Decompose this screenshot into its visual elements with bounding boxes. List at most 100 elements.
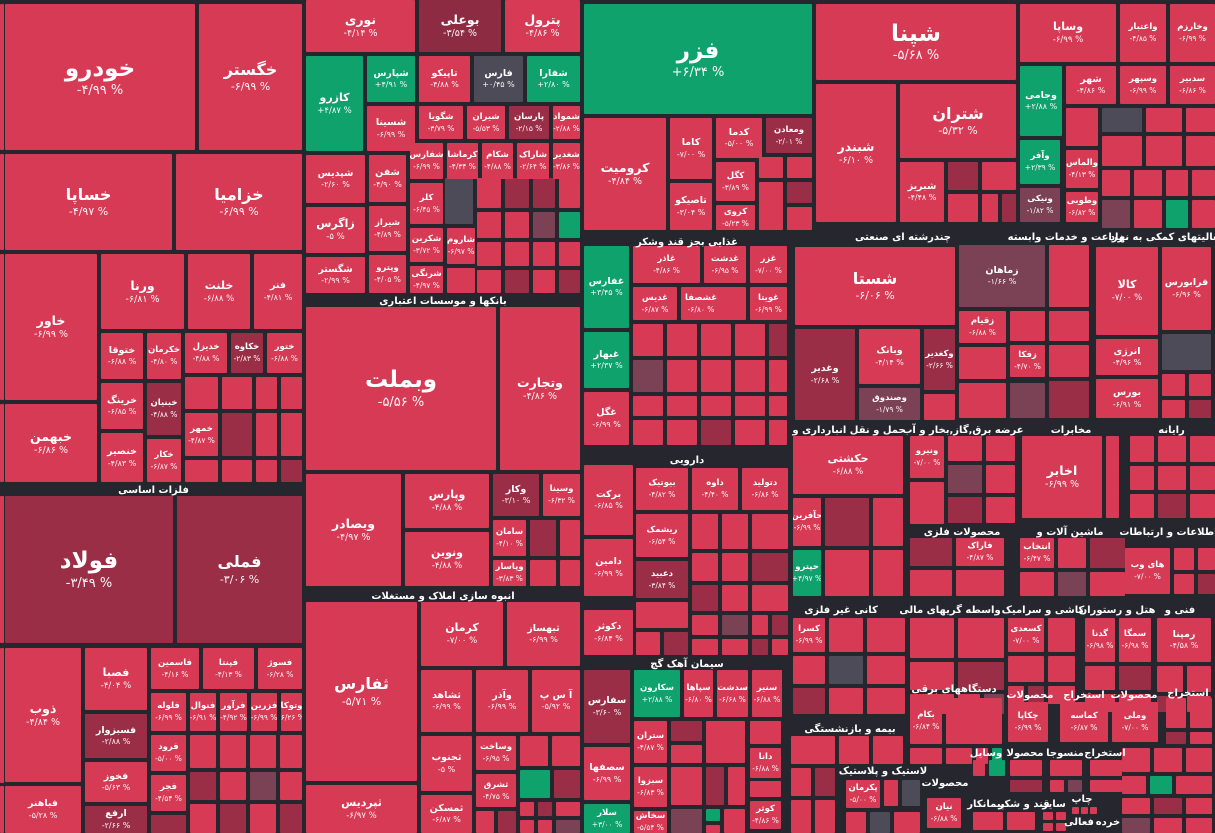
stock-tile-small[interactable] — [1102, 170, 1130, 196]
stock-tile-small[interactable] — [190, 735, 216, 768]
stock-tile[interactable]: وتجارت -۴/۸۶ % — [500, 307, 580, 470]
stock-tile-small[interactable] — [1192, 200, 1215, 228]
stock-tile-small[interactable] — [793, 688, 825, 714]
stock-tile-small[interactable] — [1008, 656, 1044, 682]
stock-tile-small[interactable] — [1134, 170, 1162, 196]
stock-tile[interactable]: شمواد -۲/۸۸ % — [553, 106, 580, 139]
stock-tile[interactable]: وآذر -۶/۹۹ % — [476, 670, 528, 732]
stock-tile-small[interactable] — [222, 460, 252, 482]
stock-tile-small[interactable] — [956, 570, 1004, 596]
stock-tile[interactable]: خگستر -۶/۹۹ % — [199, 4, 302, 150]
stock-tile-small[interactable] — [769, 420, 787, 445]
stock-tile[interactable]: ثشاهد -۶/۹۹ % — [421, 670, 472, 732]
stock-tile-small[interactable] — [825, 550, 869, 596]
stock-tile[interactable]: شپارس +۴/۹۱ % — [367, 56, 415, 102]
stock-tile-small[interactable] — [250, 735, 276, 768]
stock-tile[interactable]: رمپنا -۴/۵۸ % — [1157, 618, 1211, 662]
stock-tile-small[interactable] — [1174, 548, 1194, 570]
stock-tile-small[interactable] — [671, 721, 702, 741]
stock-tile[interactable]: خلنت -۶/۸۸ % — [188, 254, 250, 329]
stock-tile-small[interactable] — [1189, 400, 1211, 418]
stock-tile-small[interactable] — [735, 420, 765, 445]
stock-tile-small[interactable] — [1158, 466, 1186, 490]
stock-tile[interactable]: شاراک -۲/۶۴ % — [517, 143, 549, 179]
stock-tile-small[interactable] — [636, 632, 660, 655]
stock-tile[interactable]: فزر +۶/۳۴ % — [584, 4, 812, 114]
stock-tile-small[interactable] — [280, 772, 302, 800]
stock-tile[interactable]: سفارس -۳/۶۰ % — [584, 670, 630, 743]
stock-tile-small[interactable] — [1043, 823, 1053, 831]
stock-tile-small[interactable] — [1122, 798, 1150, 814]
stock-tile[interactable]: غگل -۶/۹۹ % — [584, 392, 629, 445]
stock-tile[interactable]: ورنا -۶/۸۱ % — [101, 254, 184, 329]
stock-tile-small[interactable] — [1190, 436, 1215, 462]
stock-tile-small[interactable] — [948, 194, 978, 222]
stock-tile-small[interactable] — [791, 768, 811, 796]
stock-tile-small[interactable] — [1081, 807, 1088, 814]
stock-tile[interactable]: خکاوه -۲/۸۳ % — [231, 333, 263, 373]
stock-tile[interactable]: دعبید -۳/۸۴ % — [636, 561, 688, 598]
stock-tile-small[interactable] — [1190, 466, 1215, 490]
stock-tile-small[interactable] — [910, 748, 942, 764]
stock-tile[interactable]: وغدیر -۲/۶۸ % — [795, 329, 855, 420]
stock-tile-small[interactable] — [1049, 311, 1089, 341]
stock-tile[interactable]: ونیکی -۱/۸۲ % — [1020, 188, 1060, 222]
stock-tile[interactable]: بوعلی -۳/۵۴ % — [419, 0, 501, 52]
stock-tile-small[interactable] — [1020, 572, 1054, 596]
stock-tile-small[interactable] — [281, 377, 302, 409]
stock-tile[interactable]: شفارس -۶/۹۹ % — [410, 143, 443, 179]
stock-tile[interactable]: زقیام -۶/۸۸ % — [959, 311, 1006, 343]
stock-tile[interactable]: وبصادر -۴/۹۷ % — [306, 474, 401, 586]
stock-tile-small[interactable] — [1122, 748, 1150, 772]
stock-tile-small[interactable] — [946, 698, 1002, 744]
stock-tile[interactable]: زاگرس -۵ % — [306, 207, 365, 253]
stock-tile-small[interactable] — [1198, 548, 1215, 570]
stock-tile-small[interactable] — [1058, 572, 1086, 596]
stock-tile[interactable]: ریشمک -۶/۵۴ % — [636, 514, 688, 557]
stock-tile-small[interactable] — [1154, 818, 1182, 833]
stock-tile[interactable]: بیوتیک -۴/۸۲ % — [636, 468, 688, 510]
stock-tile[interactable]: خنصیر -۴/۸۳ % — [101, 433, 143, 482]
stock-tile-small[interactable] — [701, 420, 731, 445]
stock-tile-small[interactable] — [1050, 760, 1082, 776]
stock-tile-small[interactable] — [701, 360, 731, 392]
stock-tile-small[interactable] — [1102, 136, 1142, 166]
stock-tile-small[interactable] — [1190, 494, 1215, 518]
stock-tile[interactable]: ارفع -۲/۶۶ % — [85, 806, 147, 833]
stock-tile-small[interactable] — [1146, 136, 1182, 166]
stock-tile-small[interactable] — [505, 178, 529, 208]
stock-tile-small[interactable] — [973, 812, 1003, 830]
stock-tile[interactable]: وسینا -۶/۳۲ % — [543, 474, 580, 516]
stock-tile-small[interactable] — [533, 270, 555, 293]
stock-tile-small[interactable] — [1056, 812, 1066, 820]
stock-tile-small[interactable] — [948, 162, 978, 190]
stock-tile-small[interactable] — [706, 767, 724, 805]
stock-tile-small[interactable] — [185, 460, 218, 482]
stock-tile-small[interactable] — [1162, 334, 1211, 370]
stock-tile[interactable]: وتوکا-۶/۲۶ % — [281, 693, 302, 731]
stock-tile-small[interactable] — [0, 786, 4, 833]
stock-tile-small[interactable] — [505, 212, 529, 238]
stock-tile[interactable]: گدنا -۶/۹۸ % — [1085, 618, 1115, 662]
stock-tile-small[interactable] — [1186, 136, 1215, 166]
stock-tile-small[interactable] — [559, 178, 580, 208]
stock-tile[interactable]: شغدیر -۳/۸۶ % — [553, 143, 580, 179]
stock-tile[interactable]: غزر -۷/۰۰ % — [750, 246, 787, 283]
stock-tile-small[interactable] — [924, 394, 955, 420]
stock-tile-small[interactable] — [0, 648, 4, 783]
stock-tile[interactable]: اخابر -۶/۹۹ % — [1022, 436, 1102, 518]
stock-tile[interactable]: های وب -۷/۰۰ % — [1125, 548, 1170, 594]
stock-tile-small[interactable] — [1146, 108, 1182, 132]
stock-tile-small[interactable] — [520, 820, 534, 833]
stock-tile-small[interactable] — [787, 182, 812, 203]
stock-tile-small[interactable] — [190, 804, 216, 833]
stock-tile[interactable]: فرابورس -۶/۹۶ % — [1162, 247, 1211, 330]
stock-tile[interactable]: فولاد -۳/۴۹ % — [5, 496, 173, 643]
stock-tile-small[interactable] — [815, 768, 835, 796]
stock-tile-small[interactable] — [948, 497, 982, 523]
stock-tile[interactable]: وملی -۷/۰۰ % — [1112, 702, 1158, 742]
stock-tile[interactable]: شفن -۴/۹۰ % — [369, 155, 406, 202]
stock-tile-small[interactable] — [250, 772, 276, 800]
stock-tile[interactable]: انرژی -۴/۹۶ % — [1096, 339, 1158, 375]
stock-tile[interactable]: سلار +۳/۰۰ % — [584, 804, 630, 833]
